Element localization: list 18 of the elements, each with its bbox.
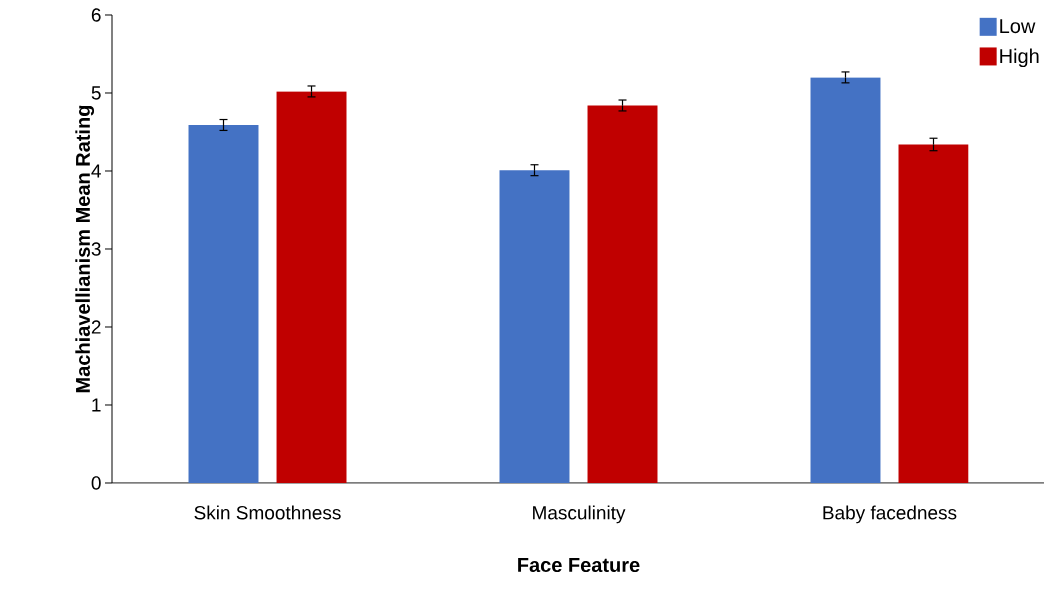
bar <box>499 170 570 483</box>
bar <box>587 105 658 483</box>
bar <box>810 77 881 483</box>
x-tick-label: Skin Smoothness <box>194 505 341 520</box>
bar <box>188 124 259 483</box>
bar <box>898 144 969 483</box>
y-tick-label: 6 <box>91 8 101 22</box>
legend-label: High <box>1000 48 1039 68</box>
y-tick-label: 1 <box>92 398 101 412</box>
x-tick-label: Baby facedness <box>823 505 957 524</box>
y-tick-label: 5 <box>91 86 101 100</box>
y-tick-label: 3 <box>91 242 101 256</box>
bar <box>276 91 347 483</box>
y-tick-label: 4 <box>91 164 101 178</box>
y-tick-label: 0 <box>91 476 101 490</box>
legend-label: Low <box>1000 19 1036 34</box>
x-axis-title: Face Feature <box>518 558 640 573</box>
x-tick-label: Masculinity <box>533 505 626 524</box>
